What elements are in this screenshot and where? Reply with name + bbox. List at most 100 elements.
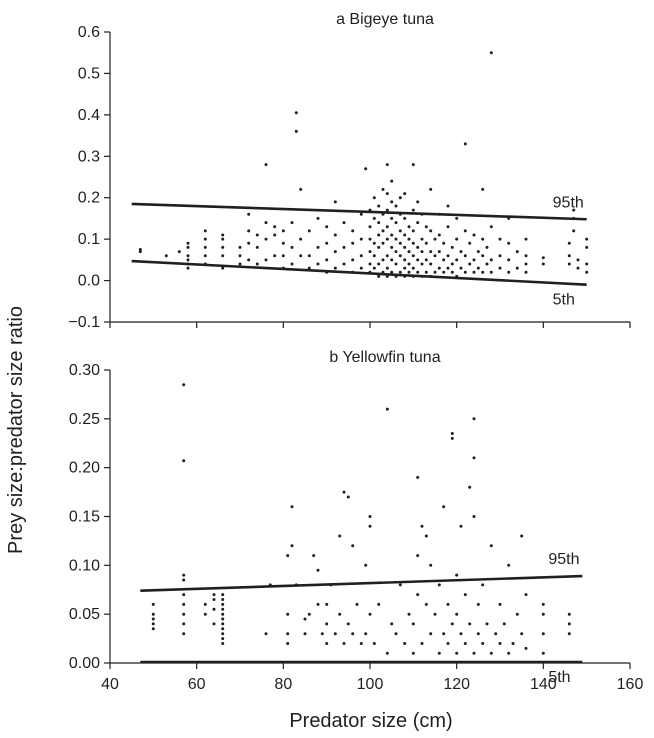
bigeye-data-point	[359, 266, 363, 270]
bigeye-data-point	[385, 237, 389, 241]
yellowfin-data-point	[446, 642, 450, 645]
bigeye-data-point	[299, 237, 303, 241]
yellowfin-data-point	[325, 622, 329, 626]
bigeye-data-point	[481, 187, 485, 191]
bigeye-data-point	[411, 266, 415, 270]
bigeye-data-point	[403, 216, 407, 220]
yellowfin-data-point	[359, 642, 363, 645]
bigeye-data-point	[394, 237, 398, 241]
yellowfin-data-point	[476, 602, 480, 606]
yellowfin-data-point	[182, 459, 186, 463]
yellowfin-data-point	[481, 583, 485, 587]
bigeye-data-point	[316, 262, 320, 266]
yellowfin-data-point	[567, 622, 571, 626]
bigeye-data-point	[290, 245, 294, 249]
bigeye-data-point	[342, 262, 346, 266]
bigeye-data-point	[333, 250, 337, 254]
bigeye-data-point	[333, 266, 337, 270]
bigeye-data-point	[437, 266, 441, 270]
yellowfin-data-point	[437, 583, 441, 587]
bigeye-data-point	[368, 250, 372, 254]
bigeye-data-point	[398, 270, 402, 274]
bigeye-data-point	[299, 254, 303, 258]
bigeye-data-point	[455, 237, 459, 241]
bigeye-data-point	[429, 187, 433, 191]
yellowfin-data-point	[286, 554, 290, 558]
bigeye-y-tick-label: 0.4	[78, 107, 100, 124]
yellowfin-data-point	[286, 632, 290, 636]
bigeye-data-point	[255, 245, 259, 249]
yellowfin-data-point	[351, 544, 355, 548]
yellowfin-data-point	[212, 622, 216, 626]
bigeye-data-point	[351, 258, 355, 262]
yellowfin-data-point	[368, 612, 372, 616]
bigeye-data-point	[472, 233, 476, 237]
bigeye-data-point	[398, 241, 402, 245]
yellowfin-x-tick-label: 160	[617, 676, 644, 693]
bigeye-data-point	[476, 266, 480, 270]
yellowfin-data-point	[151, 627, 155, 631]
yellowfin-y-tick-label: 0.15	[69, 509, 100, 526]
bigeye-quantile-line-95th	[131, 202, 587, 221]
bigeye-data-point	[429, 250, 433, 254]
yellowfin-data-point	[416, 593, 420, 597]
bigeye-data-point	[294, 129, 298, 133]
bigeye-data-point	[307, 229, 311, 233]
bigeye-data-point	[390, 270, 394, 274]
yellowfin-data-point	[507, 563, 511, 567]
bigeye-data-point	[489, 225, 493, 229]
bigeye-data-point	[342, 221, 346, 225]
bigeye-data-point	[585, 262, 589, 266]
yellowfin-data-point	[429, 563, 433, 567]
bigeye-data-point	[515, 250, 519, 254]
bigeye-data-point	[333, 200, 337, 204]
yellowfin-data-point	[338, 612, 342, 616]
yellowfin-data-point	[455, 573, 459, 577]
bigeye-data-point	[186, 266, 190, 270]
bigeye-data-point	[359, 212, 363, 216]
bigeye-data-point	[247, 229, 251, 233]
bigeye-data-point	[446, 254, 450, 258]
bigeye-data-point	[446, 225, 450, 229]
bigeye-data-point	[273, 233, 277, 237]
yellowfin-quantile-line-95th	[140, 574, 583, 593]
bigeye-data-point	[567, 241, 571, 245]
bigeye-data-point	[294, 111, 298, 115]
bigeye-data-point	[221, 237, 225, 241]
bigeye-data-point	[307, 266, 311, 270]
yellowfin-data-point	[455, 612, 459, 616]
bigeye-data-point	[481, 270, 485, 274]
yellowfin-data-point	[489, 544, 493, 548]
yellowfin-data-point	[407, 612, 411, 616]
yellowfin-data-point	[286, 612, 290, 616]
yellowfin-data-point	[450, 622, 454, 626]
yellowfin-x-tick-label: 40	[101, 676, 119, 693]
bigeye-data-point	[351, 229, 355, 233]
bigeye-data-point	[333, 233, 337, 237]
yellowfin-data-point	[416, 475, 420, 479]
bigeye-data-point	[424, 241, 428, 245]
yellowfin-data-point	[346, 495, 350, 499]
bigeye-data-point	[390, 245, 394, 249]
yellowfin-data-point	[325, 642, 329, 645]
bigeye-data-point	[468, 262, 472, 266]
bigeye-data-point	[290, 221, 294, 225]
bigeye-data-point	[468, 241, 472, 245]
yellowfin-x-tick-label: 60	[188, 676, 206, 693]
yellowfin-data-point	[351, 632, 355, 636]
bigeye-data-point	[377, 204, 381, 208]
bigeye-data-point	[450, 262, 454, 266]
bigeye-data-point	[264, 163, 268, 167]
yellowfin-data-point	[286, 642, 290, 645]
yellowfin-x-tick-label: 80	[274, 676, 292, 693]
yellowfin-data-point	[403, 642, 407, 645]
bigeye-data-point	[585, 237, 589, 241]
yellowfin-data-point	[541, 651, 545, 655]
bigeye-data-point	[203, 254, 207, 258]
bigeye-data-point	[203, 237, 207, 241]
yellowfin-data-point	[264, 632, 268, 636]
yellowfin-data-point	[182, 573, 186, 577]
bigeye-data-point	[394, 221, 398, 225]
yellowfin-data-point	[342, 490, 346, 494]
bigeye-data-point	[377, 274, 381, 278]
